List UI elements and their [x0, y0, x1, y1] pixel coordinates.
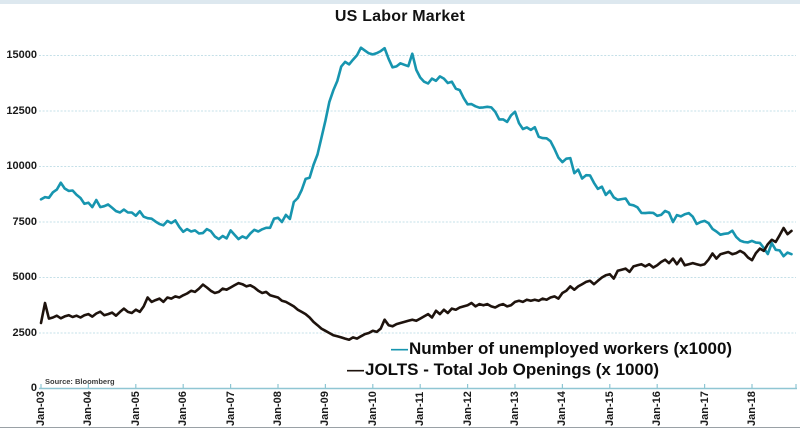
- x-tick-label: Jan-13: [509, 391, 521, 426]
- y-tick-label: 5000: [12, 271, 37, 283]
- y-tick-label: 12500: [6, 104, 37, 117]
- x-tick-label: Jan-12: [461, 391, 474, 426]
- x-tick-label: Jan-08: [272, 391, 284, 426]
- x-tick-label: Jan-15: [603, 391, 616, 426]
- legend-item-jolts: —JOLTS - Total Job Openings (x 1000): [347, 360, 659, 380]
- x-tick-label: Jan-05: [129, 391, 142, 426]
- series-line-jolts: [39, 226, 793, 342]
- legend-label-unemployed: Number of unemployed workers (x1000): [409, 339, 733, 358]
- x-tick-label: Jan-09: [319, 391, 332, 426]
- source-note: Source: Bloomberg: [45, 377, 115, 386]
- y-tick-label: 2500: [12, 326, 37, 339]
- y-tick-label: 15000: [6, 49, 37, 61]
- x-tick-label: Jan-03: [35, 391, 47, 426]
- legend-swatch-unemployed-icon: —: [391, 339, 408, 358]
- legend-item-unemployed: —Number of unemployed workers (x1000): [391, 339, 732, 359]
- x-tick-label: Jan-07: [224, 391, 237, 426]
- x-tick-label: Jan-06: [177, 391, 190, 426]
- x-tick-label: Jan-16: [651, 391, 664, 426]
- window-top-edge: [0, 0, 800, 4]
- x-tick-label: Jan-18: [746, 391, 758, 426]
- y-tick-label: 10000: [6, 160, 37, 172]
- y-tick-label: 7500: [12, 215, 37, 228]
- x-tick-label: Jan-11: [414, 391, 427, 426]
- chart-title: US Labor Market: [334, 8, 466, 25]
- legend-label-jolts: JOLTS - Total Job Openings (x 1000): [365, 360, 660, 379]
- x-tick-label: Jan-17: [698, 391, 711, 426]
- series-line-unemployed: [39, 46, 793, 258]
- x-tick-label: Jan-04: [82, 391, 95, 426]
- x-tick-label: Jan-14: [556, 391, 569, 426]
- x-tick-label: Jan-10: [366, 391, 379, 426]
- y-tick-label: 0: [30, 382, 37, 394]
- legend-swatch-jolts-icon: —: [347, 360, 364, 379]
